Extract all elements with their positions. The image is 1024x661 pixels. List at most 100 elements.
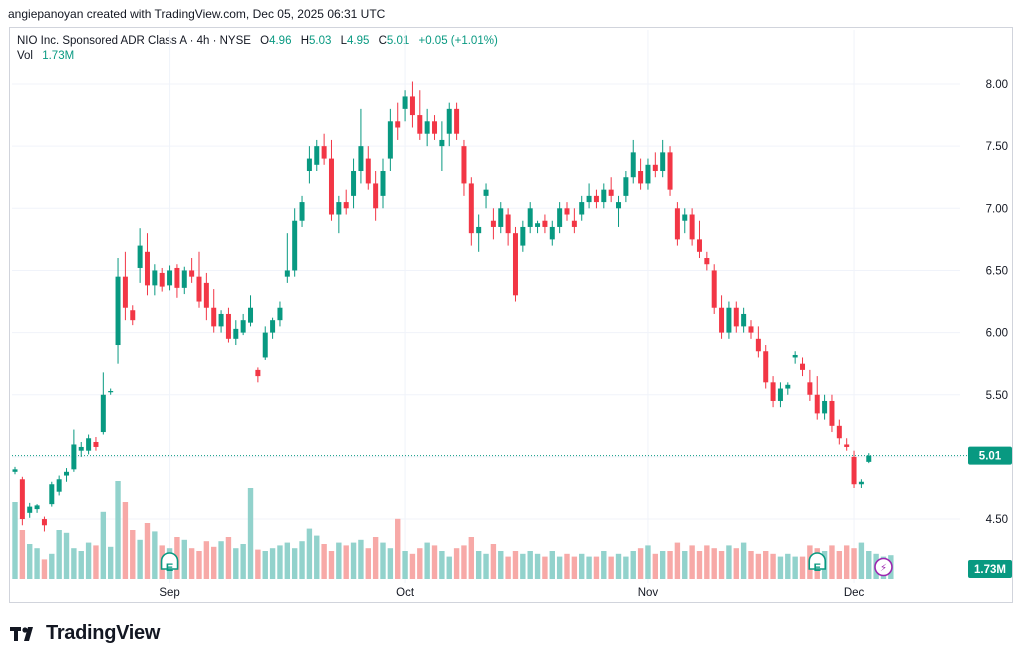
candle-body (152, 270, 158, 286)
candle-body (858, 481, 864, 485)
volume-bar (461, 545, 467, 579)
candle-body (328, 158, 334, 215)
candle-body (380, 171, 386, 196)
volume-bar (233, 548, 239, 579)
candle-body (181, 270, 187, 288)
price-tick-label: 7.50 (986, 141, 1008, 153)
volume-bar (12, 502, 18, 579)
volume-bar (402, 551, 408, 579)
candle-body (549, 226, 555, 240)
volume-bar (122, 502, 129, 579)
volume-bar (674, 542, 681, 579)
legend-volume-value: 1.73M (42, 50, 75, 62)
volume-bar (107, 546, 114, 579)
candle-body (461, 146, 467, 184)
volume-bar (439, 551, 445, 579)
candle-body (645, 164, 651, 184)
price-tick-label: 6.00 (986, 328, 1008, 340)
legend-open-value: 4.96 (269, 35, 292, 47)
candle-body (417, 115, 423, 134)
candle-body (454, 108, 460, 134)
candle-body (240, 320, 246, 333)
volume-bar (711, 548, 717, 579)
x-tick-label: Oct (396, 587, 415, 599)
volume-bar (446, 556, 452, 579)
candle-body (64, 471, 70, 476)
candle-body (137, 245, 143, 268)
volume-bar (269, 548, 276, 579)
volume-bar (431, 545, 438, 579)
volume-bar (512, 551, 519, 579)
volume-bar (608, 556, 614, 579)
volume-bar (409, 553, 416, 579)
volume-bar (203, 541, 210, 579)
legend-open-label: O (260, 35, 270, 47)
candle-body (86, 438, 92, 451)
volume-bar (799, 556, 806, 579)
candle-body (108, 391, 114, 393)
volume-bar (299, 541, 305, 579)
legend-volume-label[interactable]: Vol (17, 50, 33, 62)
volume-bar (100, 511, 107, 579)
candle-body (792, 354, 798, 358)
candle-body (225, 313, 231, 339)
volume-bar (763, 551, 769, 579)
volume-bar (424, 542, 430, 579)
earnings-marker (160, 552, 179, 570)
volume-tag (968, 560, 1012, 578)
volume-bar (93, 545, 99, 579)
candle-body (586, 195, 592, 203)
candle-body (395, 121, 401, 128)
candle-body (571, 220, 577, 227)
volume-bar (851, 548, 857, 579)
candle-body (763, 351, 769, 383)
volume-bar (350, 542, 357, 579)
candle-body (505, 214, 511, 234)
volume-bar (328, 551, 335, 579)
volume-bar (41, 559, 48, 579)
candle-body (535, 223, 541, 227)
volume-bar (637, 548, 644, 579)
volume-bar (542, 556, 548, 579)
candle-body (777, 388, 783, 401)
candle-body (542, 220, 548, 227)
last-price-tag-label: 5.01 (979, 451, 1002, 463)
volume-bar (615, 553, 622, 579)
candle-body (167, 270, 173, 286)
volume-bar (196, 551, 202, 579)
last-price-tag (968, 446, 1012, 465)
candle-body (601, 189, 607, 203)
legend-symbol[interactable]: NIO Inc. Sponsored ADR Class A · 4h · NY… (17, 35, 251, 47)
candle-body (564, 208, 570, 215)
volume-bar (144, 523, 151, 579)
candle-body (56, 479, 62, 492)
tradingview-logo[interactable]: TradingView (10, 622, 160, 645)
candle-body (262, 332, 268, 358)
candle-body (829, 400, 835, 426)
candle-body (446, 108, 452, 134)
candle-body (807, 382, 813, 395)
candle-body (284, 270, 290, 277)
candle-body (409, 96, 415, 116)
volume-bar (652, 553, 659, 579)
volume-bar (262, 551, 268, 579)
volume-bar (358, 539, 364, 579)
volume-bar (115, 481, 121, 579)
candle-body (218, 313, 224, 327)
volume-bar (321, 544, 327, 579)
legend-high-value: 5.03 (309, 35, 332, 47)
candle-body (755, 338, 761, 352)
volume-bar (527, 551, 533, 579)
volume-bar (792, 556, 798, 579)
volume-bar (843, 545, 850, 579)
legend-low-label: L (340, 35, 347, 47)
split-marker (874, 557, 893, 577)
volume-bar (475, 551, 482, 579)
candle-body (520, 226, 526, 246)
volume-bar (63, 532, 70, 579)
volume-bar (372, 537, 379, 579)
candle-body (373, 183, 379, 209)
candle-body (652, 164, 658, 172)
volume-bar (866, 551, 872, 579)
